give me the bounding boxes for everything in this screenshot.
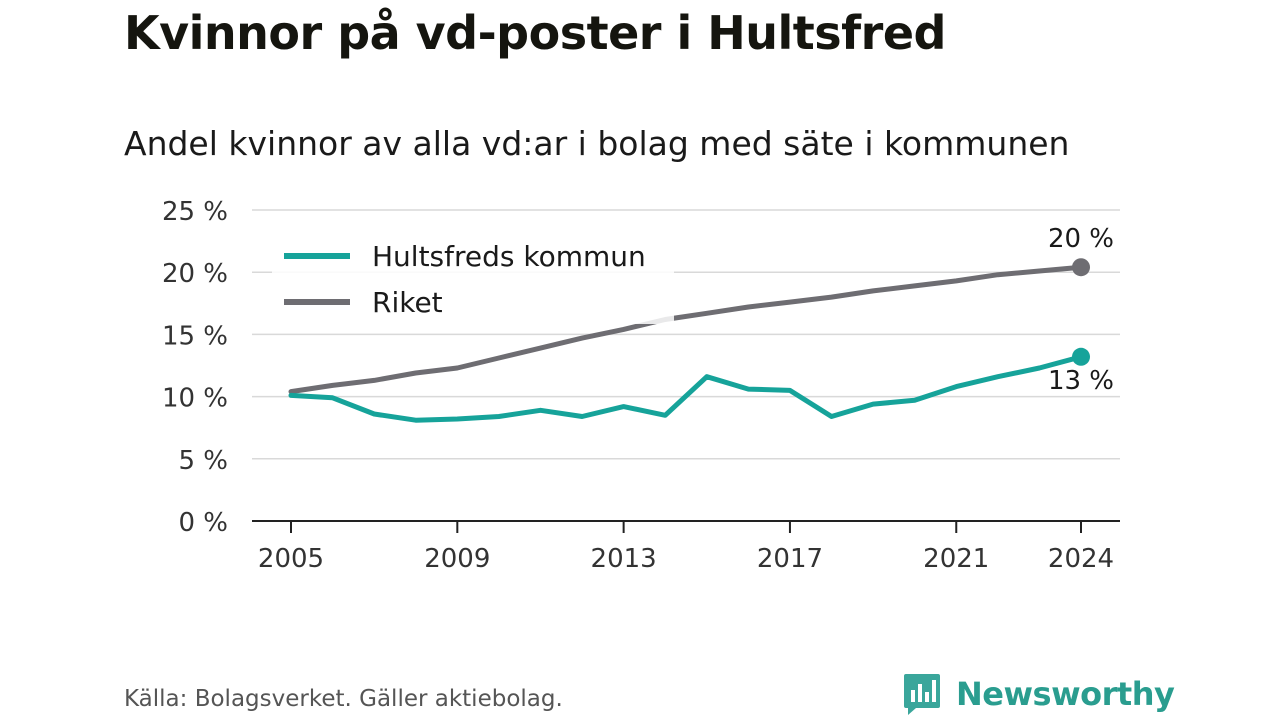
series-end-point-1 bbox=[1072, 258, 1090, 277]
brand-logo: Newsworthy bbox=[902, 670, 1175, 718]
y-tick-label: 5 % bbox=[178, 446, 228, 476]
series-lines bbox=[288, 258, 1090, 423]
legend-label-1: Riket bbox=[372, 286, 443, 319]
x-tick-label: 2021 bbox=[923, 544, 989, 574]
legend-background bbox=[272, 226, 674, 324]
newsworthy-logo-icon bbox=[904, 674, 940, 715]
chart-subtitle: Andel kvinnor av alla vd:ar i bolag med … bbox=[124, 124, 1070, 163]
x-tick-label: 2017 bbox=[757, 544, 823, 574]
x-tick-label: 2013 bbox=[591, 544, 657, 574]
y-tick-label: 0 % bbox=[178, 508, 228, 538]
x-tick-label: 2009 bbox=[424, 544, 490, 574]
x-tick-label: 2024 bbox=[1048, 544, 1114, 574]
chart-title: Kvinnor på vd-poster i Hultsfred bbox=[124, 6, 946, 60]
end-labels: 20 % 13 % bbox=[1048, 224, 1114, 396]
end-label-hultsfred: 13 % bbox=[1048, 366, 1114, 396]
end-label-riket: 20 % bbox=[1048, 224, 1114, 254]
y-tick-label: 15 % bbox=[162, 321, 228, 351]
y-tick-label: 20 % bbox=[162, 259, 228, 289]
legend: Hultsfreds kommun Riket bbox=[272, 226, 674, 324]
x-axis: 2005 2009 2013 2017 2021 2024 bbox=[252, 520, 1120, 574]
series-line-1 bbox=[288, 264, 1084, 395]
x-tick-label: 2005 bbox=[258, 544, 324, 574]
brand-name: Newsworthy bbox=[956, 675, 1175, 713]
legend-label-0: Hultsfreds kommun bbox=[372, 240, 646, 273]
source-note: Källa: Bolagsverket. Gäller aktiebolag. bbox=[124, 686, 563, 712]
series-end-point-0 bbox=[1072, 347, 1090, 366]
line-chart: 0 %5 %10 %15 %20 %25 % 2005 2009 2013 2017 2… bbox=[162, 197, 1120, 574]
y-tick-label: 25 % bbox=[162, 197, 228, 227]
series-line-0 bbox=[288, 354, 1084, 423]
y-tick-label: 10 % bbox=[162, 384, 228, 414]
